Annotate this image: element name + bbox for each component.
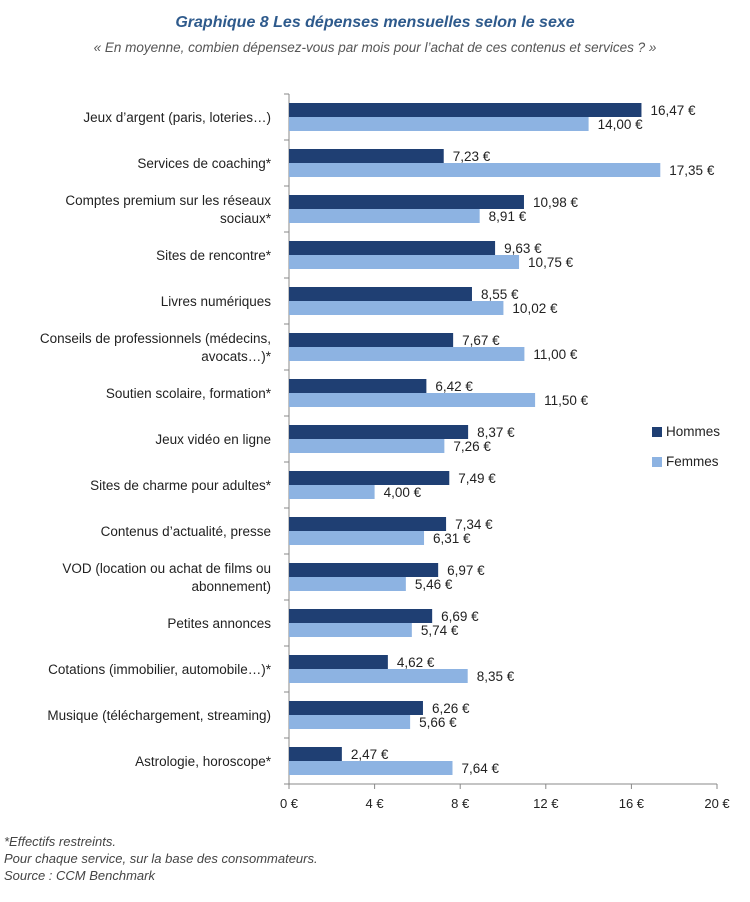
bar-hommes <box>289 103 642 117</box>
bar-hommes <box>289 241 496 255</box>
category-label: Cotations (immobilier, automobile…)* <box>48 662 272 677</box>
bar-femmes <box>289 301 504 315</box>
x-tick-label: 0 € <box>280 796 299 811</box>
bar-hommes <box>289 195 524 209</box>
x-tick-label: 4 € <box>366 796 385 811</box>
bar-hommes <box>289 149 444 163</box>
bar-femmes <box>289 669 468 683</box>
data-label-hommes: 4,62 € <box>397 655 435 670</box>
data-label-hommes: 6,97 € <box>447 563 485 578</box>
chart-notes: *Effectifs restreints. Pour chaque servi… <box>4 833 318 884</box>
legend-label-femmes: Femmes <box>666 454 719 469</box>
data-label-hommes: 6,26 € <box>432 701 470 716</box>
bar-femmes <box>289 623 412 637</box>
category-label: Comptes premium sur les réseaux <box>65 193 271 208</box>
category-label: Sites de rencontre* <box>156 248 272 263</box>
bar-hommes <box>289 747 342 761</box>
bar-hommes <box>289 517 447 531</box>
category-label: Petites annonces <box>167 616 271 631</box>
bar-femmes <box>289 255 520 269</box>
bar-hommes <box>289 471 450 485</box>
note-source: Source : CCM Benchmark <box>4 868 155 883</box>
data-label-femmes: 11,50 € <box>544 393 589 408</box>
data-label-hommes: 10,98 € <box>533 195 579 210</box>
x-tick-label: 16 € <box>619 796 645 811</box>
data-label-hommes: 16,47 € <box>650 103 696 118</box>
category-label: Jeux vidéo en ligne <box>155 432 271 447</box>
x-tick-label: 12 € <box>533 796 559 811</box>
data-label-femmes: 10,75 € <box>528 255 574 270</box>
bar-hommes <box>289 379 427 393</box>
legend-label-hommes: Hommes <box>666 424 720 439</box>
category-label: Astrologie, horoscope* <box>135 754 272 769</box>
bar-femmes <box>289 761 453 775</box>
bar-hommes <box>289 701 423 715</box>
category-label: abonnement) <box>191 579 271 594</box>
category-label: VOD (location ou achat de films ou <box>62 561 271 576</box>
x-tick-label: 20 € <box>704 796 730 811</box>
data-label-hommes: 8,37 € <box>477 425 515 440</box>
legend-swatch-femmes <box>652 457 662 467</box>
bar-hommes <box>289 425 469 439</box>
data-label-femmes: 5,66 € <box>419 715 457 730</box>
bar-hommes <box>289 655 388 669</box>
bar-hommes <box>289 563 439 577</box>
bar-hommes <box>289 609 433 623</box>
bar-femmes <box>289 715 411 729</box>
data-label-femmes: 4,00 € <box>384 485 422 500</box>
bar-femmes <box>289 439 445 453</box>
data-label-femmes: 14,00 € <box>598 117 644 132</box>
category-label: Services de coaching* <box>137 156 271 171</box>
bar-chart: 0 € 4 € 8 € 12 € 16 € 20 € 16,47 € 14,00 € Jeux … <box>40 93 730 811</box>
data-label-femmes: 17,35 € <box>669 163 715 178</box>
note-restricted: *Effectifs restreints. <box>4 834 116 849</box>
data-label-femmes: 5,74 € <box>421 623 459 638</box>
bar-femmes <box>289 163 661 177</box>
category-label: avocats…)* <box>201 349 272 364</box>
data-label-femmes: 8,35 € <box>477 669 515 684</box>
data-label-femmes: 6,31 € <box>433 531 471 546</box>
category-label: Sites de charme pour adultes* <box>90 478 272 493</box>
category-label: Livres numériques <box>161 294 272 309</box>
category-label: Soutien scolaire, formation* <box>106 386 272 401</box>
data-label-hommes: 2,47 € <box>351 747 389 762</box>
note-basis: Pour chaque service, sur la base des con… <box>4 851 318 866</box>
category-label: Musique (téléchargement, streaming) <box>47 708 271 723</box>
data-label-femmes: 11,00 € <box>533 347 578 362</box>
data-label-hommes: 6,42 € <box>435 379 473 394</box>
chart-title: Graphique 8 Les dépenses mensuelles selo… <box>175 14 575 31</box>
data-label-hommes: 9,63 € <box>504 241 542 256</box>
data-label-femmes: 10,02 € <box>512 301 558 316</box>
bar-hommes <box>289 333 454 347</box>
data-label-femmes: 8,91 € <box>489 209 527 224</box>
data-label-hommes: 6,69 € <box>441 609 479 624</box>
bar-femmes <box>289 117 589 131</box>
data-label-femmes: 7,64 € <box>461 761 499 776</box>
chart-subtitle: « En moyenne, combien dépensez-vous par … <box>93 40 657 55</box>
data-label-hommes: 7,23 € <box>453 149 491 164</box>
bar-femmes <box>289 209 480 223</box>
data-label-hommes: 7,34 € <box>455 517 493 532</box>
bar-femmes <box>289 347 525 361</box>
data-label-hommes: 7,67 € <box>462 333 500 348</box>
category-label: Conseils de professionnels (médecins, <box>40 331 271 346</box>
category-label: sociaux* <box>220 211 272 226</box>
bar-hommes <box>289 287 472 301</box>
bar-femmes <box>289 577 406 591</box>
x-tick-label: 8 € <box>451 796 470 811</box>
bar-femmes <box>289 393 536 407</box>
category-label: Jeux d’argent (paris, loteries…) <box>83 110 271 125</box>
category-label: Contenus d’actualité, presse <box>101 524 271 539</box>
bar-femmes <box>289 485 375 499</box>
data-label-hommes: 7,49 € <box>458 471 496 486</box>
data-label-hommes: 8,55 € <box>481 287 519 302</box>
bar-femmes <box>289 531 425 545</box>
data-label-femmes: 5,46 € <box>415 577 453 592</box>
data-label-femmes: 7,26 € <box>453 439 491 454</box>
legend-swatch-hommes <box>652 427 662 437</box>
